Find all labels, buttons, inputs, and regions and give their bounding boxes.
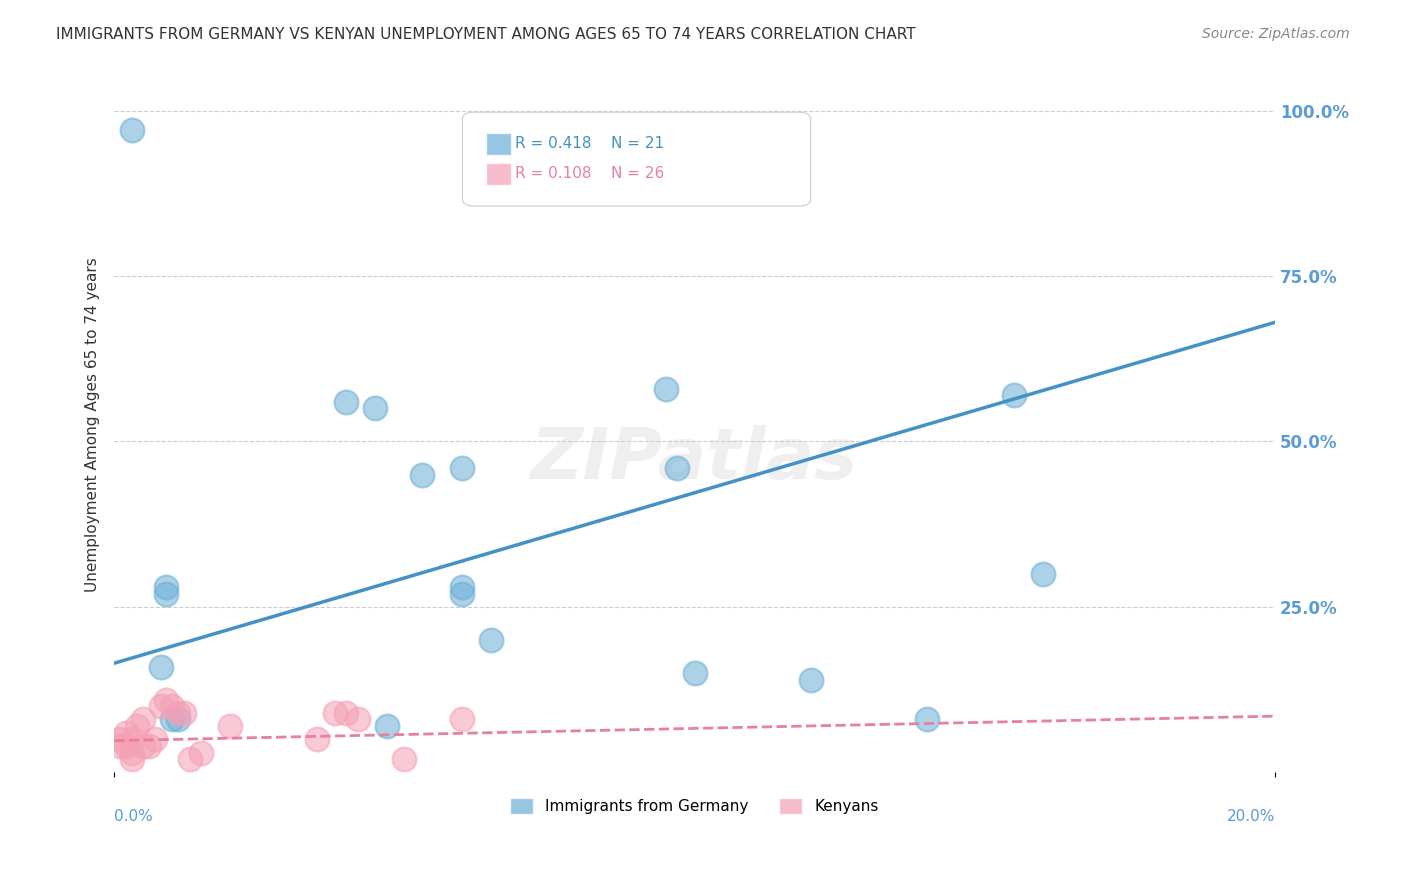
Point <box>323 706 346 720</box>
FancyBboxPatch shape <box>485 163 512 186</box>
Point <box>451 713 474 727</box>
Point <box>121 123 143 137</box>
Point <box>451 587 474 601</box>
Point <box>915 713 938 727</box>
Point <box>364 401 387 416</box>
Point <box>155 580 177 594</box>
Point <box>173 706 195 720</box>
Point <box>155 587 177 601</box>
Point <box>666 461 689 475</box>
Point <box>375 719 398 733</box>
FancyBboxPatch shape <box>463 112 811 206</box>
Text: 0.0%: 0.0% <box>114 809 153 824</box>
Point <box>683 666 706 681</box>
Point <box>1002 388 1025 402</box>
Point <box>335 394 357 409</box>
Text: R = 0.108    N = 26: R = 0.108 N = 26 <box>515 166 664 181</box>
Point <box>307 732 329 747</box>
Point <box>800 673 823 687</box>
Text: R = 0.418    N = 21: R = 0.418 N = 21 <box>515 136 664 151</box>
FancyBboxPatch shape <box>485 133 512 155</box>
Point <box>121 752 143 766</box>
Point <box>411 467 433 482</box>
Point <box>114 725 136 739</box>
Point <box>132 739 155 753</box>
Point <box>190 746 212 760</box>
Point <box>108 732 131 747</box>
Text: 20.0%: 20.0% <box>1226 809 1275 824</box>
Point <box>451 461 474 475</box>
Point <box>121 732 143 747</box>
Point <box>167 706 190 720</box>
Point <box>143 732 166 747</box>
Point <box>451 580 474 594</box>
Point <box>121 746 143 760</box>
Legend: Immigrants from Germany, Kenyans: Immigrants from Germany, Kenyans <box>505 792 884 821</box>
Point <box>138 739 160 753</box>
Point <box>149 699 172 714</box>
Point <box>127 719 149 733</box>
Point <box>155 692 177 706</box>
Point <box>160 713 183 727</box>
Text: Source: ZipAtlas.com: Source: ZipAtlas.com <box>1202 27 1350 41</box>
Y-axis label: Unemployment Among Ages 65 to 74 years: Unemployment Among Ages 65 to 74 years <box>86 258 100 592</box>
Point <box>394 752 416 766</box>
Point <box>108 739 131 753</box>
Text: ZIPatlas: ZIPatlas <box>531 425 858 494</box>
Point <box>481 633 503 648</box>
Point <box>114 739 136 753</box>
Point <box>347 713 370 727</box>
Point <box>335 706 357 720</box>
Point <box>654 382 676 396</box>
Point <box>160 699 183 714</box>
Text: IMMIGRANTS FROM GERMANY VS KENYAN UNEMPLOYMENT AMONG AGES 65 TO 74 YEARS CORRELA: IMMIGRANTS FROM GERMANY VS KENYAN UNEMPL… <box>56 27 915 42</box>
Point <box>219 719 242 733</box>
Point <box>132 713 155 727</box>
Point <box>149 659 172 673</box>
Point <box>167 713 190 727</box>
Point <box>179 752 201 766</box>
Point <box>1032 566 1054 581</box>
